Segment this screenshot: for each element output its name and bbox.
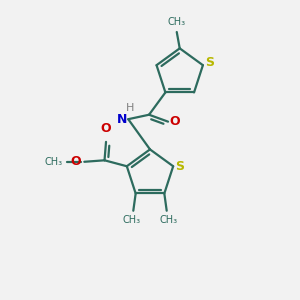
Text: S: S bbox=[205, 56, 214, 69]
Text: CH₃: CH₃ bbox=[168, 17, 186, 27]
Text: S: S bbox=[175, 160, 184, 173]
Text: CH₃: CH₃ bbox=[45, 157, 63, 167]
Text: H: H bbox=[125, 103, 134, 113]
Text: O: O bbox=[169, 115, 180, 128]
Text: O: O bbox=[70, 155, 81, 168]
Text: O: O bbox=[101, 122, 111, 135]
Text: CH₃: CH₃ bbox=[159, 215, 177, 226]
Text: N: N bbox=[116, 113, 127, 126]
Text: CH₃: CH₃ bbox=[123, 215, 141, 226]
